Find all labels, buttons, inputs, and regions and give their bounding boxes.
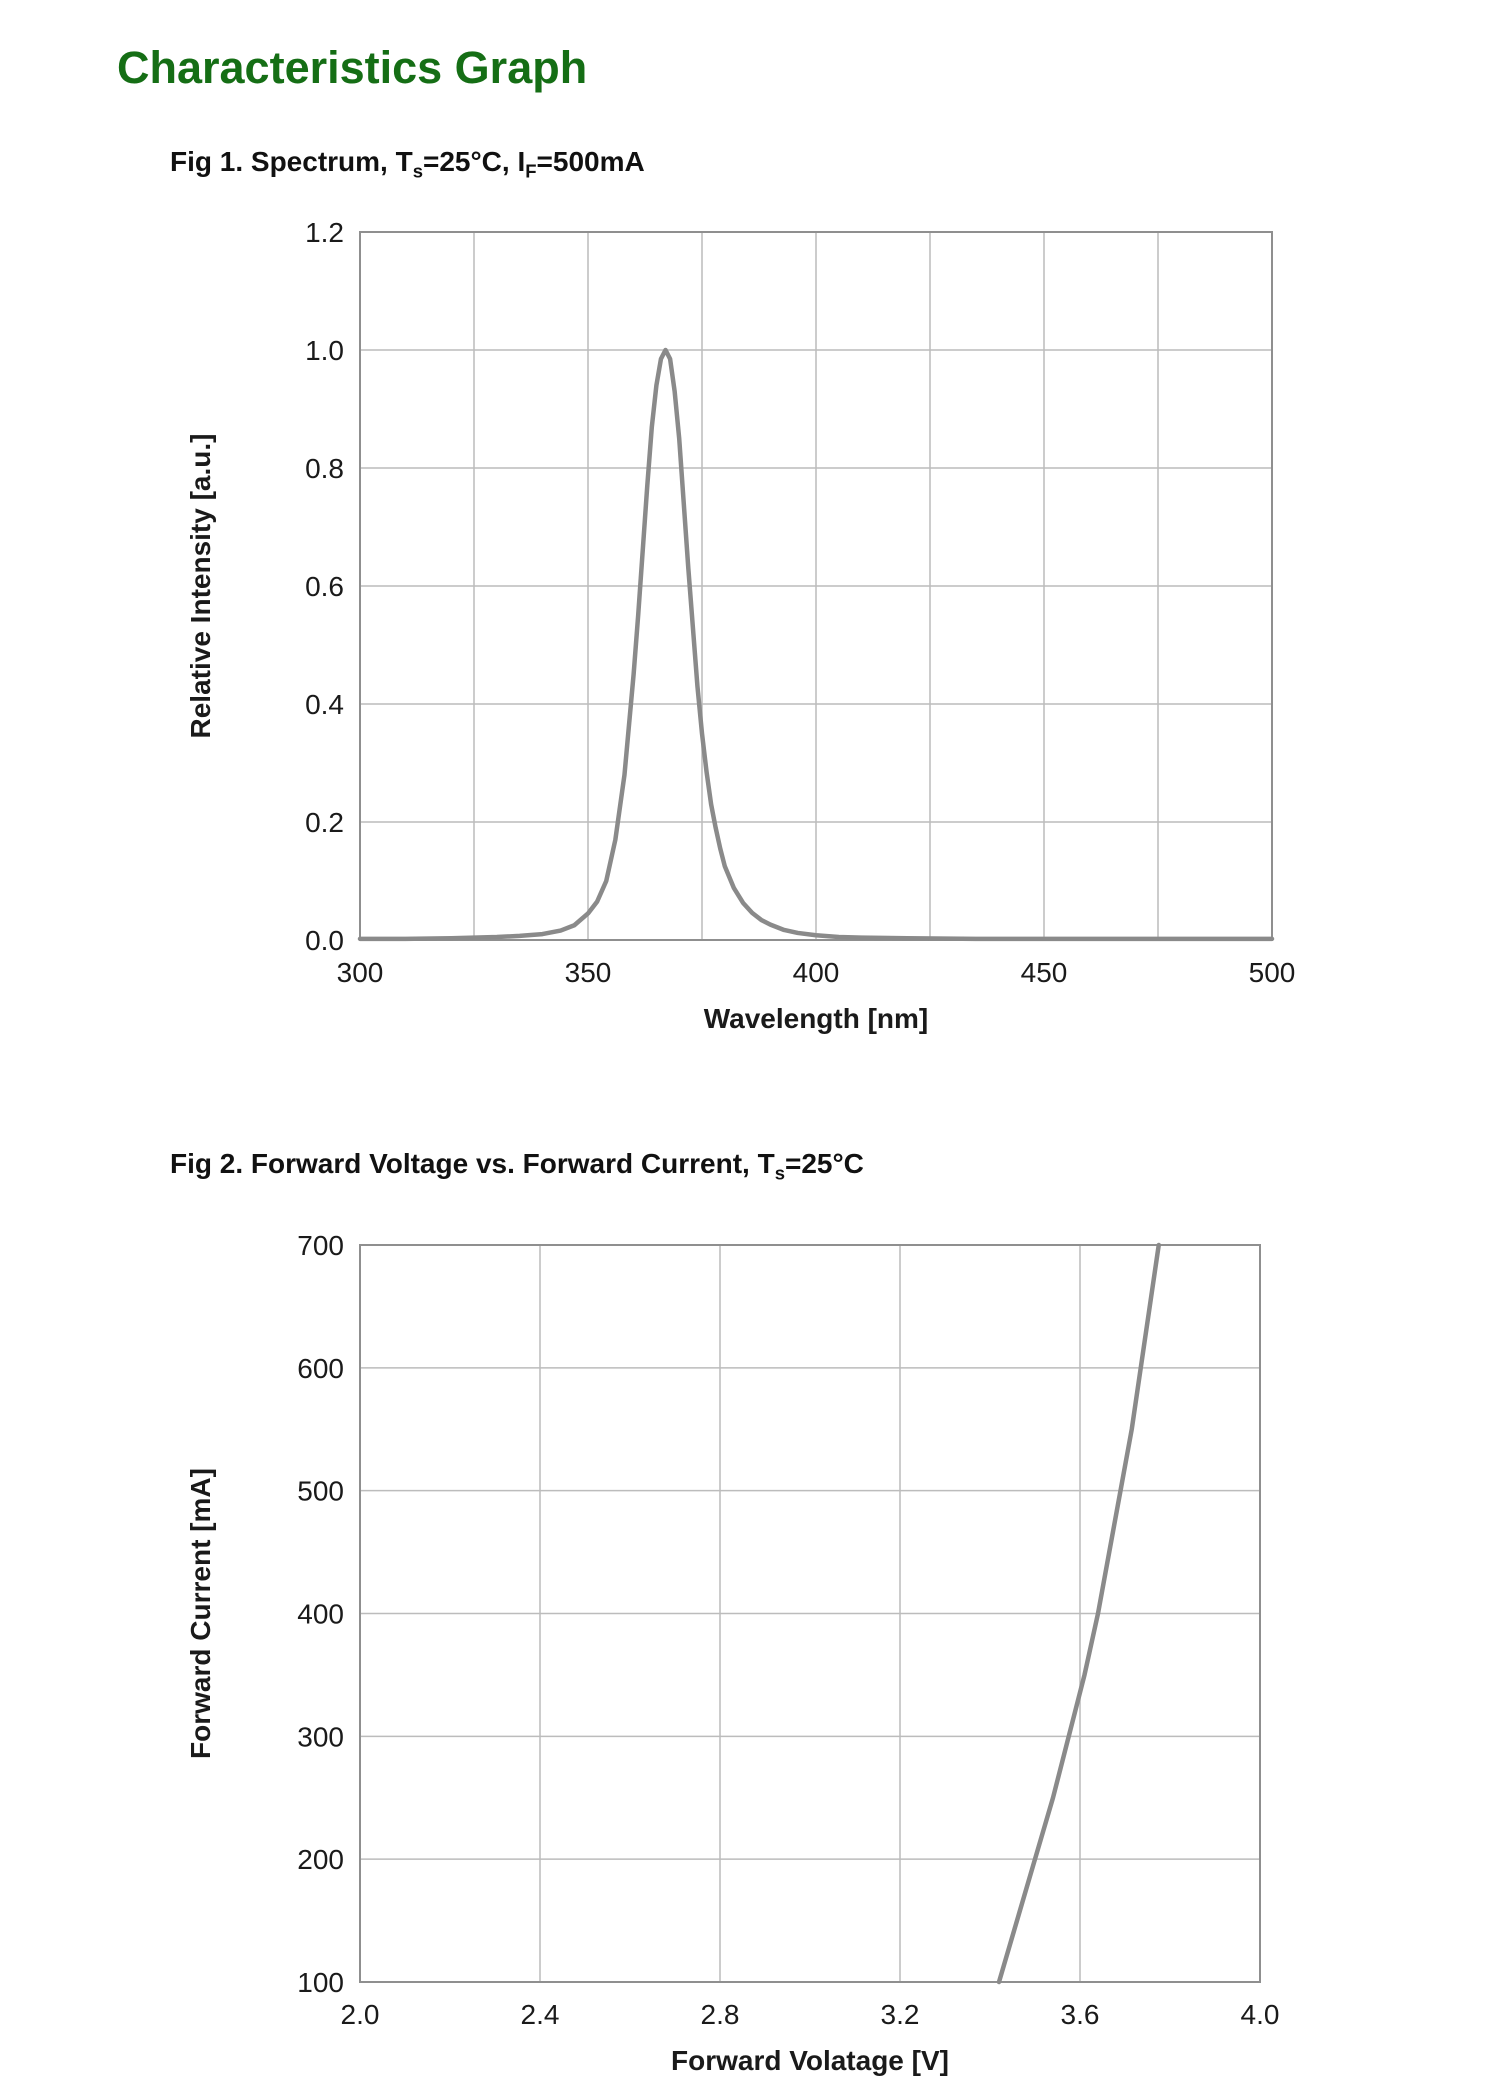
y-tick-label: 200 [297,1844,344,1875]
fig2-forward-voltage-current-chart: 100 200 300 400 500 600 700 2.0 2.4 2.8 3.2 3.6 4.0 F… [185,1230,1280,2076]
y-tick-label: 600 [297,1353,344,1384]
y-axis-title: Relative Intensity [a.u.] [185,434,216,739]
page-title: Characteristics Graph [117,42,588,93]
plot-border [359,1244,1261,1983]
fig1-spectrum-chart: 0.0 0.2 0.4 0.6 0.8 1.0 1.2 300 350 400 450 500 Wave… [185,217,1296,1034]
y-tick-label: 0.4 [305,689,344,720]
y-tick-label: 400 [297,1599,344,1630]
y-tick-label: 0.0 [305,925,344,956]
caption-text: =25°C, I [422,146,526,177]
x-tick-label: 2.8 [701,1999,740,2030]
y-tick-label: 700 [297,1230,344,1261]
caption-text: Fig 2. Forward Voltage vs. Forward Curre… [170,1148,775,1179]
x-tick-label: 300 [337,957,384,988]
x-tick-label: 350 [565,957,612,988]
x-tick-label: 400 [793,957,840,988]
x-tick-label: 3.2 [881,1999,920,2030]
caption-text: Fig 1. Spectrum, T [170,146,413,177]
x-tick-label: 4.0 [1241,1999,1280,2030]
y-tick-label: 1.2 [305,217,344,248]
fig1-caption: Fig 1. Spectrum, Ts=25°C, IF=500mA [170,146,645,183]
spectrum-curve [357,347,1275,942]
caption-subscript: s [412,160,423,182]
y-tick-label: 100 [297,1967,344,1998]
y-tick-label: 0.8 [305,453,344,484]
x-tick-label: 450 [1021,957,1068,988]
y-tick-label: 0.6 [305,571,344,602]
y-axis-title: Forward Current [mA] [185,1468,216,1759]
x-tick-label: 3.6 [1061,1999,1100,2030]
caption-text: =500mA [536,146,645,177]
plot-border [359,231,1273,941]
x-tick-label: 2.0 [341,1999,380,2030]
x-tick-label: 500 [1249,957,1296,988]
forward-voltage-current-curve [996,1242,1161,1985]
y-tick-label: 0.2 [305,807,344,838]
y-tick-label: 500 [297,1476,344,1507]
fig2-caption: Fig 2. Forward Voltage vs. Forward Curre… [170,1148,864,1185]
caption-text: =25°C [784,1148,864,1179]
caption-subscript: s [774,1162,785,1184]
x-axis-title: Forward Volatage [V] [671,2045,949,2076]
y-tick-label: 1.0 [305,335,344,366]
caption-subscript: F [525,160,537,182]
y-tick-label: 300 [297,1721,344,1752]
x-axis-title: Wavelength [nm] [704,1003,929,1034]
x-tick-label: 2.4 [521,1999,560,2030]
